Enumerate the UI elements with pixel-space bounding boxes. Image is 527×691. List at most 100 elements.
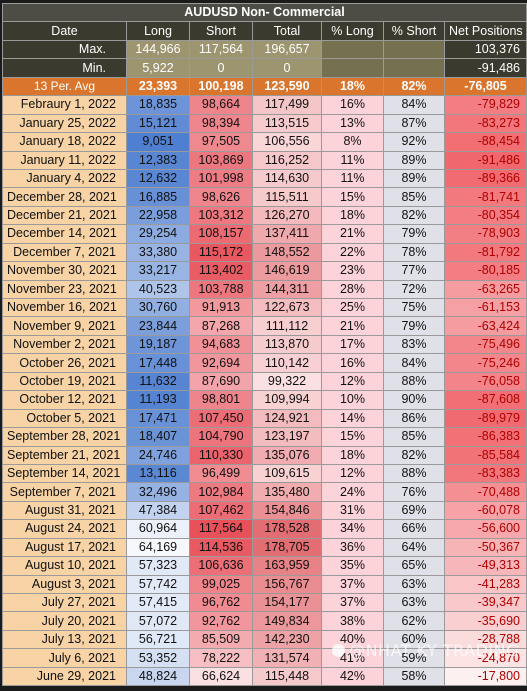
row-net: -85,584 <box>443 445 527 465</box>
table-row: September 7, 2021 32,496 102,984 135,480 24%… <box>2 482 527 502</box>
table-row: November 9, 2021 23,844 87,268 111,112 21% 79… <box>2 316 527 336</box>
row-short: 103,788 <box>189 279 253 300</box>
row-pct-long: 25% <box>321 297 384 318</box>
header-pct-long: % Long <box>321 21 384 41</box>
row-total: 109,615 <box>252 463 322 484</box>
avg-label: 13 Per. Avg <box>2 76 127 97</box>
table-row: November 23, 2021 40,523 103,788 144,311 28%… <box>2 279 527 300</box>
watermark: @NHAT KY TRADING <box>332 641 519 660</box>
row-short: 115,172 <box>189 242 253 263</box>
row-total: 148,552 <box>252 242 322 263</box>
row-short: 96,499 <box>189 463 253 484</box>
row-long: 57,742 <box>126 574 190 595</box>
row-net: -24,870 <box>443 648 527 668</box>
row-date: June 29, 2021 <box>2 666 127 687</box>
header-date: Date <box>2 21 127 41</box>
row-long: 57,323 <box>126 556 190 576</box>
row-date: January 11, 2022 <box>2 150 127 170</box>
row-date: October 5, 2021 <box>2 408 127 429</box>
watermark-text: @NHAT KY TRADING <box>349 641 519 660</box>
row-long: 18,407 <box>126 427 190 447</box>
row-long: 53,352 <box>126 648 190 668</box>
row-pct-long: 11% <box>321 150 384 170</box>
row-date: January 4, 2022 <box>2 168 127 189</box>
row-total: 113,870 <box>252 334 322 355</box>
header-long: Long <box>126 21 190 41</box>
row-short: 103,312 <box>189 205 253 226</box>
table-row: July 13, 2021 56,721 85,509 142,230 40% 60% -2… <box>2 629 527 650</box>
avg-total: 123,590 <box>252 76 322 97</box>
row-date: December 21, 2021 <box>2 205 127 226</box>
row-total: 110,142 <box>252 353 322 373</box>
row-long: 17,471 <box>126 408 190 429</box>
min-pct-long <box>321 58 384 78</box>
max-pct-long <box>321 39 384 60</box>
facebook-icon <box>332 644 346 657</box>
row-net: -63,265 <box>443 279 527 300</box>
row-date: January 18, 2022 <box>2 132 127 152</box>
row-pct-short: 63% <box>383 592 445 613</box>
row-pct-long: 16% <box>321 353 384 373</box>
table-row: Febraury 1, 2022 18,835 98,664 117,499 16% 84… <box>2 95 527 115</box>
row-short: 91,913 <box>189 297 253 318</box>
max-short: 117,564 <box>189 39 253 60</box>
row-pct-short: 89% <box>383 150 445 170</box>
table-row: July 20, 2021 57,072 92,762 149,834 38% 62% -3… <box>2 611 527 631</box>
row-long: 22,958 <box>126 205 190 226</box>
avg-short: 100,198 <box>189 76 253 97</box>
row-net: -75,496 <box>443 334 527 355</box>
row-date: November 23, 2021 <box>2 279 127 300</box>
max-pct-short <box>383 39 445 60</box>
row-pct-long: 8% <box>321 132 384 152</box>
row-pct-short: 75% <box>383 297 445 318</box>
row-total: 131,574 <box>252 648 322 668</box>
row-short: 96,762 <box>189 592 253 613</box>
row-pct-short: 88% <box>383 463 445 484</box>
row-short: 66,624 <box>189 666 253 687</box>
row-pct-long: 38% <box>321 611 384 631</box>
row-short: 92,694 <box>189 353 253 373</box>
row-net: -89,979 <box>443 408 527 429</box>
row-short: 85,509 <box>189 629 253 650</box>
avg-long: 23,393 <box>126 76 190 97</box>
row-net: -41,283 <box>443 574 527 595</box>
table-row: August 31, 2021 47,384 107,462 154,846 31% 69… <box>2 500 527 521</box>
min-total: 0 <box>252 58 322 78</box>
table-row: September 28, 2021 18,407 104,790 123,197 15… <box>2 427 527 447</box>
header-pct-short: % Short <box>383 21 445 41</box>
row-pct-long: 23% <box>321 261 384 281</box>
max-net: 103,376 <box>443 39 527 60</box>
table-row: November 2, 2021 19,187 94,683 113,870 17% 83… <box>2 334 527 355</box>
row-pct-short: 89% <box>383 168 445 189</box>
row-pct-long: 28% <box>321 279 384 300</box>
row-date: August 10, 2021 <box>2 556 127 576</box>
row-long: 23,844 <box>126 316 190 336</box>
row-short: 104,790 <box>189 427 253 447</box>
row-date: October 19, 2021 <box>2 371 127 392</box>
table-row: September 14, 2021 13,116 96,499 109,615 12%… <box>2 463 527 484</box>
row-total: 135,480 <box>252 482 322 502</box>
row-total: 156,767 <box>252 574 322 595</box>
row-long: 12,632 <box>126 168 190 189</box>
row-total: 115,511 <box>252 187 322 207</box>
table-row: June 29, 2021 48,824 66,624 115,448 42% 58% -1… <box>2 666 527 687</box>
row-pct-long: 16% <box>321 95 384 115</box>
row-long: 64,169 <box>126 537 190 558</box>
row-net: -88,454 <box>443 132 527 152</box>
row-pct-long: 15% <box>321 187 384 207</box>
row-pct-short: 79% <box>383 316 445 336</box>
row-total: 126,270 <box>252 205 322 226</box>
row-net: -83,383 <box>443 463 527 484</box>
table-row: August 24, 2021 60,964 117,564 178,528 34% 66… <box>2 519 527 539</box>
row-pct-short: 64% <box>383 537 445 558</box>
min-label: Min. <box>2 58 127 78</box>
table-row: December 14, 2021 29,254 108,157 137,411 21%… <box>2 224 527 244</box>
row-date: September 14, 2021 <box>2 463 127 484</box>
row-long: 11,632 <box>126 371 190 392</box>
table-row: August 10, 2021 57,323 106,636 163,959 35% 65… <box>2 556 527 576</box>
row-pct-short: 87% <box>383 113 445 134</box>
row-total: 146,619 <box>252 261 322 281</box>
row-pct-long: 21% <box>321 224 384 244</box>
row-total: 154,846 <box>252 500 322 521</box>
table-row: August 3, 2021 57,742 99,025 156,767 37% 63% -… <box>2 574 527 595</box>
